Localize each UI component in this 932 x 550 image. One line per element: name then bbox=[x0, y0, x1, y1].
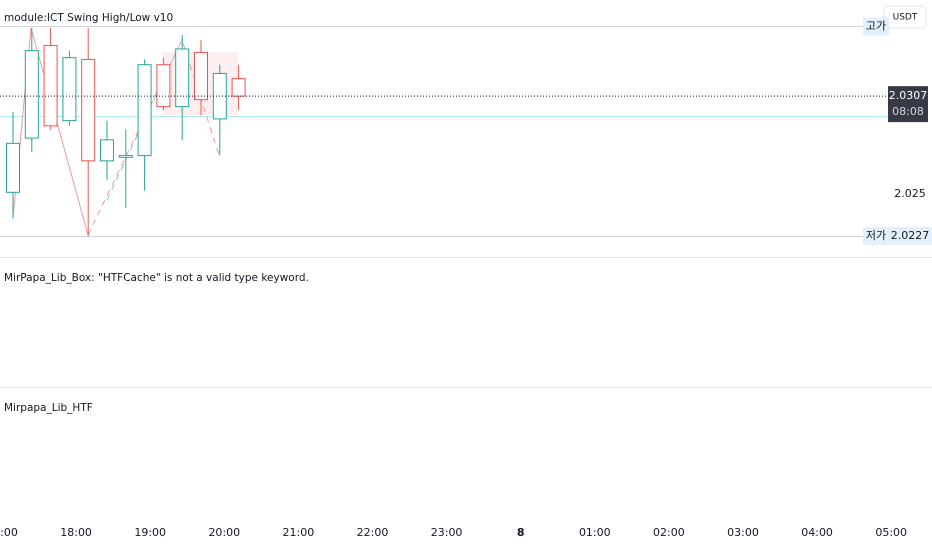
countdown-label: 08:08 bbox=[892, 105, 924, 118]
low-label: 저가 bbox=[866, 229, 886, 242]
currency-button[interactable] bbox=[883, 5, 927, 29]
last-price-box bbox=[888, 86, 928, 123]
x-tick-label: 8 bbox=[517, 526, 525, 539]
high-label: 고가 bbox=[866, 20, 886, 33]
x-tick-label: 19:00 bbox=[134, 526, 166, 539]
candle-body bbox=[6, 142, 20, 193]
candle-body bbox=[137, 64, 152, 157]
x-tick-label: 02:00 bbox=[653, 526, 685, 539]
candle-body bbox=[118, 155, 133, 158]
candle-body bbox=[194, 51, 208, 101]
candle-body bbox=[43, 44, 58, 127]
x-tick-label: 04:00 bbox=[801, 526, 833, 539]
x-tick-label: 18:00 bbox=[60, 526, 92, 539]
candle-body bbox=[100, 139, 114, 162]
x-tick-label: 21:00 bbox=[283, 526, 315, 539]
low-label-box bbox=[863, 227, 932, 246]
x-tick-label: 20:00 bbox=[208, 526, 240, 539]
swing-line bbox=[87, 38, 220, 236]
candle-body bbox=[81, 58, 96, 162]
candle-body bbox=[62, 57, 77, 122]
high-label-box bbox=[863, 17, 889, 36]
currency-label: USDT bbox=[893, 13, 918, 23]
x-tick-label: 23:00 bbox=[431, 526, 463, 539]
indicator-title: module:ICT Swing High/Low v10 bbox=[4, 12, 173, 24]
last-price-label: 2.0307 bbox=[889, 89, 928, 102]
pane-title: Mirpapa_Lib_HTF bbox=[4, 402, 93, 414]
y-tick-label: 2.025 bbox=[894, 187, 926, 200]
candle-body bbox=[24, 50, 39, 139]
candle-body bbox=[175, 48, 190, 108]
x-tick-label: 22:00 bbox=[357, 526, 389, 539]
pane-title: MirPapa_Lib_Box: "HTFCache" is not a val… bbox=[4, 272, 309, 284]
x-tick-label: 03:00 bbox=[727, 526, 759, 539]
x-tick-label: 01:00 bbox=[579, 526, 611, 539]
candle-body bbox=[231, 78, 246, 97]
x-tick-label: 17:00 bbox=[0, 526, 18, 539]
x-tick-label: 05:00 bbox=[875, 526, 907, 539]
low-price-label: 2.0227 bbox=[891, 229, 930, 242]
candle-body bbox=[156, 64, 171, 108]
